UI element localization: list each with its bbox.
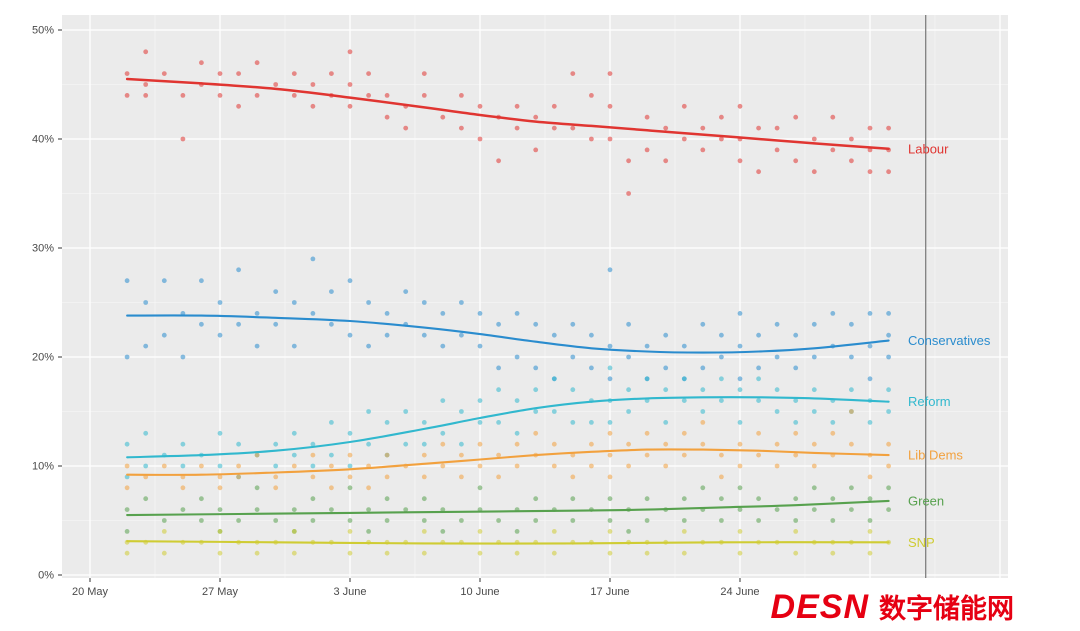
series-label-reform: Reform [908, 394, 951, 409]
watermark-chinese-text: 数字储能网 [879, 594, 1014, 625]
watermark-logo-text: DESN [770, 588, 869, 626]
y-axis-tick-label: 30% [32, 243, 54, 255]
x-axis-tick-label: 3 June [333, 586, 366, 598]
y-axis-tick-label: 10% [32, 461, 54, 473]
series-label-snp: SNP [908, 535, 935, 550]
series-points-conservatives [124, 256, 891, 382]
series-trend-snp [126, 540, 890, 545]
series-trend-reform [126, 396, 890, 459]
series-points-lib-dems [124, 409, 891, 491]
series-trend-conservatives [126, 314, 890, 354]
x-axis-tick-label: 24 June [720, 586, 759, 598]
y-axis-tick-label: 0% [38, 570, 54, 582]
series-trend-lib-dems [126, 448, 890, 476]
series-label-labour: Labour [908, 141, 949, 156]
x-axis-tick-label: 10 June [460, 586, 499, 598]
watermark-logo: DESN 数字储能网 [771, 587, 1014, 627]
series-label-conservatives: Conservatives [908, 333, 991, 348]
y-axis-tick-label: 50% [32, 25, 54, 37]
y-axis-tick-label: 20% [32, 352, 54, 364]
x-axis-tick-label: 17 June [590, 586, 629, 598]
y-axis-tick-label: 40% [32, 134, 54, 146]
series-trend-green [126, 499, 890, 517]
series-label-green: Green [908, 493, 944, 508]
plot-panel [62, 15, 1008, 578]
series-trend-labour [125, 77, 890, 151]
major-gridlines [62, 15, 1008, 578]
series-points-labour [124, 49, 891, 196]
series-label-lib-dems: Lib Dems [908, 448, 963, 463]
x-axis-tick-label: 20 May [72, 586, 109, 598]
x-axis-tick-label: 27 May [202, 586, 239, 598]
